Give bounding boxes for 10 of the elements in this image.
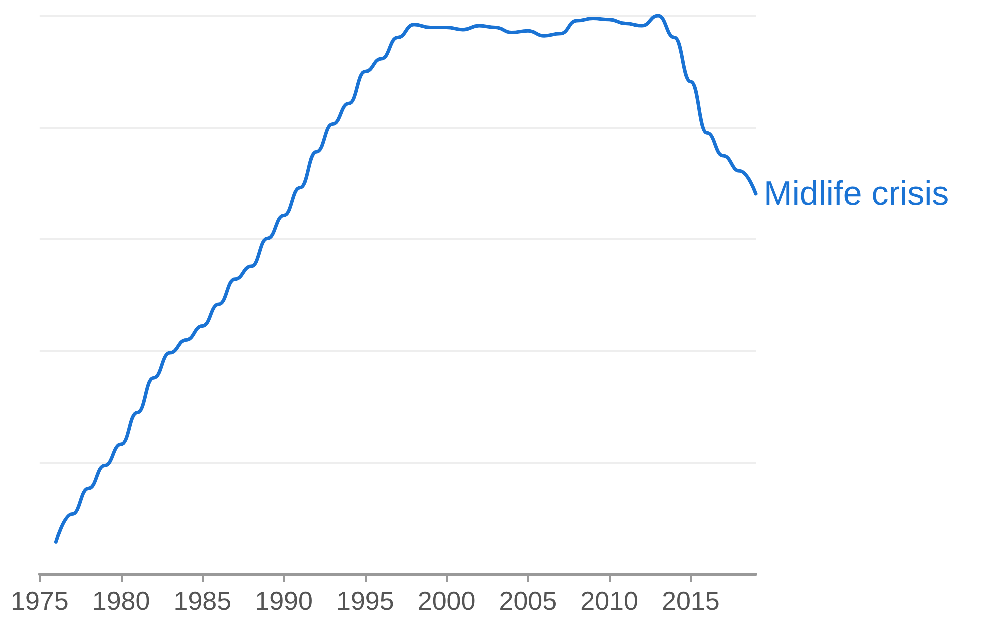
x-tick-label: 2000 [418, 586, 476, 616]
x-tick-label: 1980 [92, 586, 150, 616]
x-tick-label: 1975 [11, 586, 69, 616]
x-tick-label: 2015 [662, 586, 720, 616]
x-tick-label: 2005 [499, 586, 558, 616]
x-tick-label: 2010 [580, 586, 638, 616]
x-tick-label: 1985 [174, 586, 232, 616]
x-tick-label: 1990 [255, 586, 313, 616]
series-label: Midlife crisis [764, 175, 950, 213]
x-tick-label: 1995 [336, 586, 394, 616]
